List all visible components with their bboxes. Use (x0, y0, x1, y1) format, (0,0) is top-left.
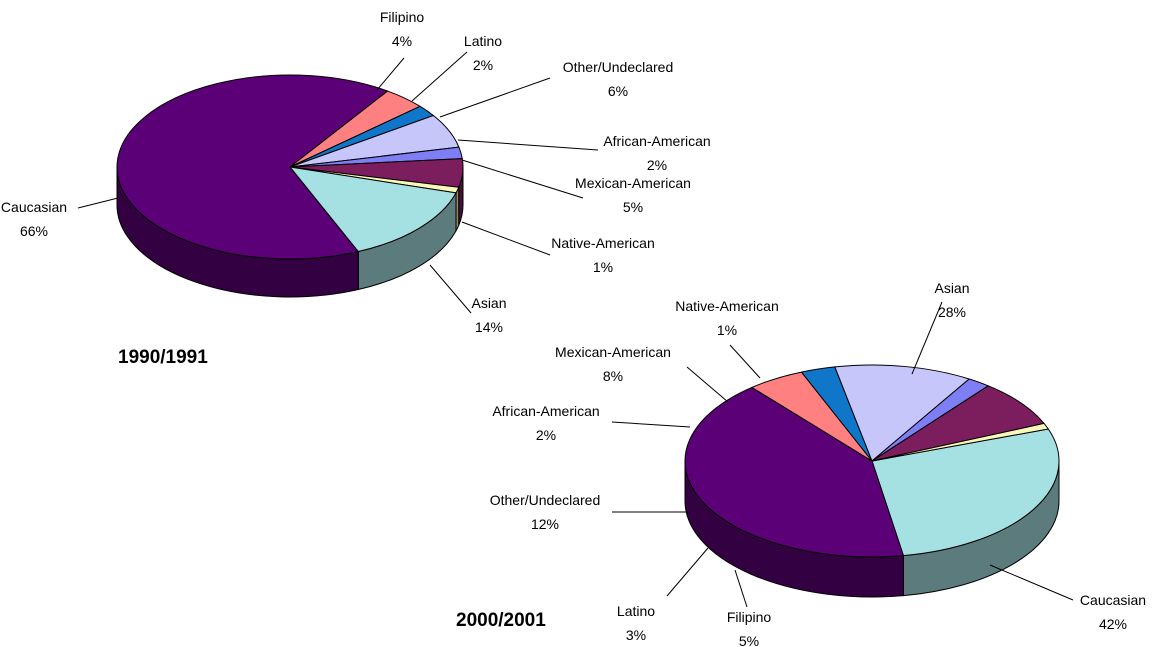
slice-value-caucasian: 66% (20, 223, 48, 239)
leader-line-african-american (611, 421, 691, 428)
slice-value-latino: 2% (473, 57, 493, 73)
slice-label-filipino: Filipino (727, 609, 772, 625)
slice-value-asian: 28% (938, 304, 966, 320)
leader-line-native-american (461, 221, 551, 256)
slice-label-asian: Asian (471, 295, 506, 311)
pie-1-slice-native-american (871, 422, 1049, 462)
leader-line-filipino (376, 57, 405, 91)
pie-0-slice-asian (289, 166, 457, 253)
pie-0-slice-caucasian (116, 74, 389, 260)
slice-value-native-american: 1% (593, 259, 613, 275)
chart-title-1990: 1990/1991 (118, 347, 208, 368)
leader-line-caucasian (989, 564, 1074, 601)
pie-1-slice-asian (871, 428, 1060, 557)
slice-label-other-undeclared: Other/Undeclared (490, 492, 601, 508)
chart-title-2000: 2000/2001 (456, 610, 546, 631)
leader-line-caucasian (77, 197, 119, 209)
leader-line-filipino (734, 569, 748, 608)
slice-label-native-american: Native-American (675, 298, 778, 314)
slice-label-mexican-american: Mexican-American (555, 344, 671, 360)
slice-value-latino: 3% (626, 627, 646, 643)
slice-label-caucasian: Caucasian (1, 199, 67, 215)
leader-line-asian (911, 301, 943, 375)
slice-label-african-american: African-American (603, 133, 710, 149)
slice-value-other-undeclared: 12% (531, 516, 559, 532)
slice-label-latino: Latino (464, 33, 502, 49)
pie-chart-1990: Caucasian 66% Filipino 4% Latino 2% Other/Unde… (1, 9, 711, 335)
slice-label-native-american: Native-American (551, 235, 654, 251)
slice-value-caucasian: 42% (1099, 616, 1127, 632)
slice-value-asian: 14% (475, 319, 503, 335)
leader-line-mexican-american (461, 159, 584, 199)
leader-line-other-undeclared (439, 77, 551, 118)
slice-value-mexican-american: 8% (603, 368, 623, 384)
slice-value-mexican-american: 5% (623, 199, 643, 215)
slice-label-filipino: Filipino (380, 9, 425, 25)
slice-value-african-american: 2% (647, 157, 667, 173)
leader-line-asian (429, 264, 472, 314)
slice-value-filipino: 5% (739, 633, 759, 647)
slice-label-african-american: African-American (492, 403, 599, 419)
slice-value-native-american: 1% (717, 322, 737, 338)
slice-label-caucasian: Caucasian (1080, 592, 1146, 608)
leader-line-mexican-american (686, 366, 729, 403)
slice-value-african-american: 2% (536, 427, 556, 443)
slice-label-other-undeclared: Other/Undeclared (563, 59, 674, 75)
slice-label-mexican-american: Mexican-American (575, 175, 691, 191)
leader-line-latino (411, 51, 468, 102)
slice-value-filipino: 4% (392, 33, 412, 49)
pie-1-slice-caucasian (684, 386, 904, 558)
leader-line-latino (666, 547, 709, 597)
slice-label-asian: Asian (934, 280, 969, 296)
pie-1-slice-other-undeclared (834, 364, 970, 462)
pie-chart-2000: Asian 28% Caucasian 42% Filipino 5% Latino 3% Ot… (490, 280, 1146, 647)
leader-line-african-american (457, 139, 599, 151)
slice-label-latino: Latino (617, 603, 655, 619)
slice-value-other-undeclared: 6% (608, 83, 628, 99)
leader-line-native-american (729, 344, 761, 379)
pie-1-slice-mexican-american (871, 385, 1045, 462)
